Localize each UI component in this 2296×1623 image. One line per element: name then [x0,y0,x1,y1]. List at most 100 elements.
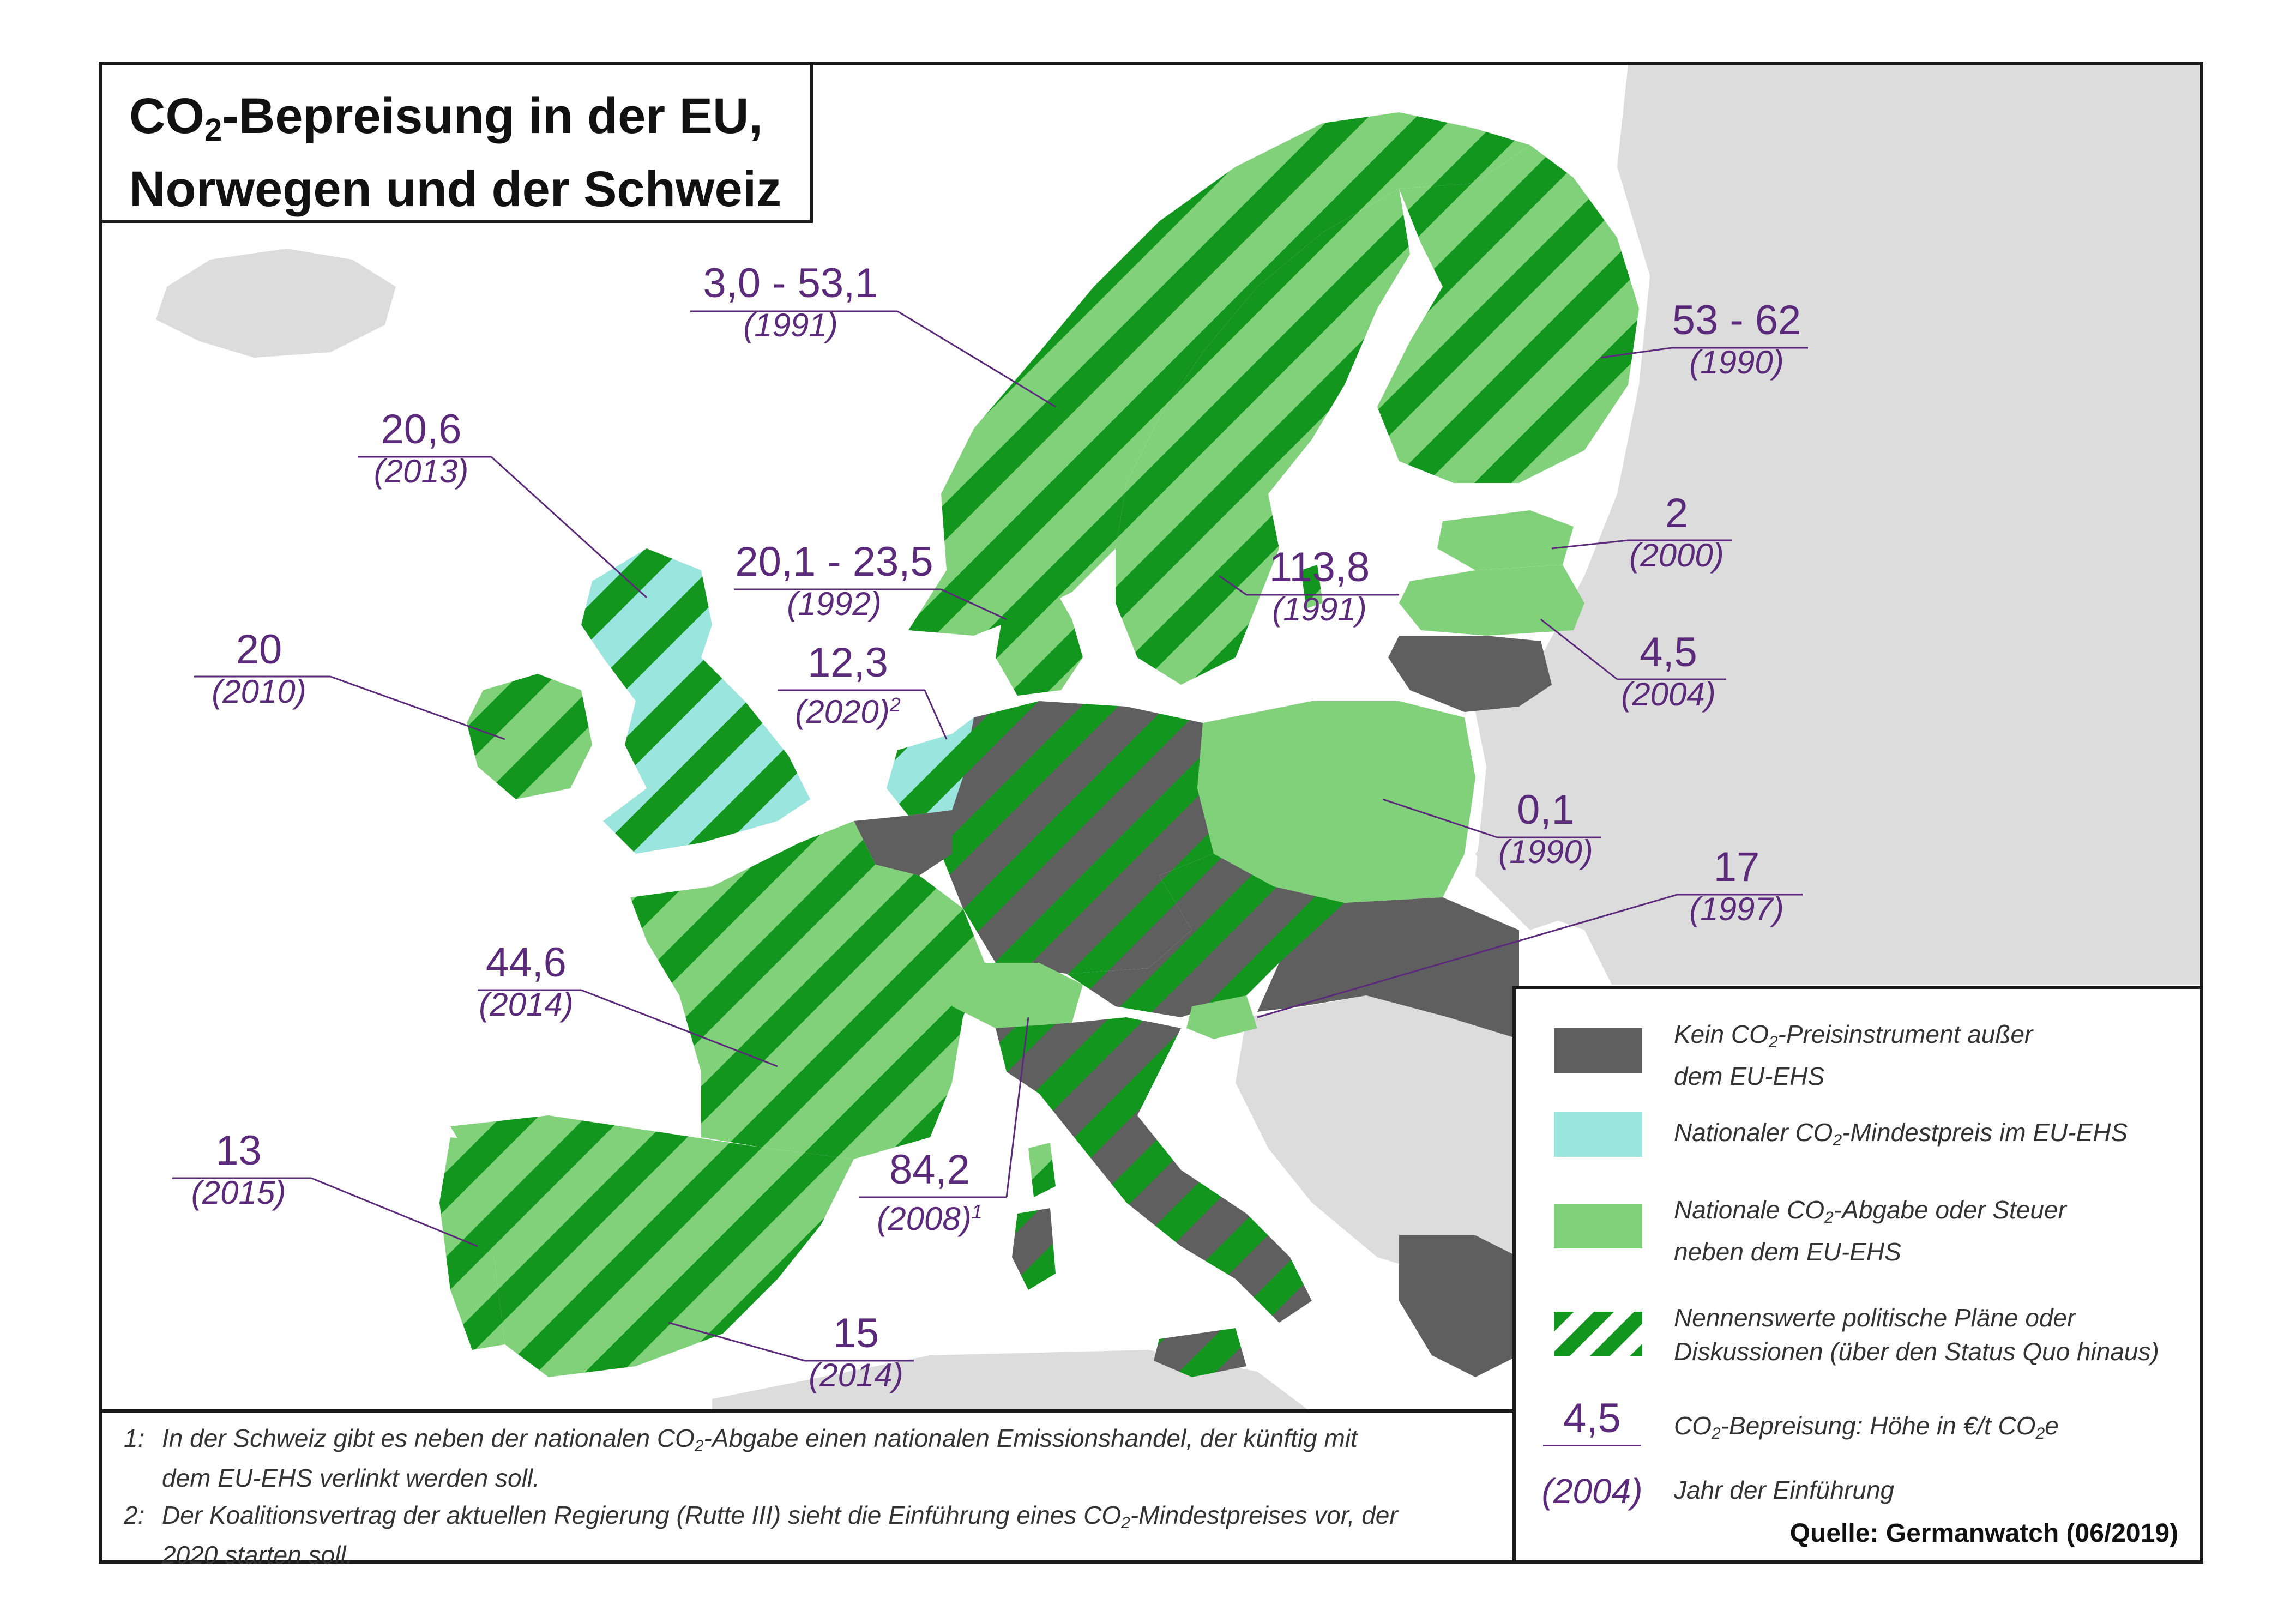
label-value: 44,6 [486,939,567,986]
lithuania [1388,636,1552,712]
label-value: 4,5 [1640,629,1697,675]
sweden [1116,189,1410,685]
title-box: CO2-Bepreisung in der EU, Norwegen und d… [99,62,813,223]
slovenia [1186,995,1257,1039]
russia-east [1475,65,2200,985]
label-year: (2013) [373,453,469,490]
title-co: CO [129,88,204,144]
legend-year-example: (2004) [1541,1471,1643,1511]
label-year: (2014) [809,1357,903,1393]
legend-text-part: e [2045,1411,2059,1440]
label-value: 113,8 [1269,544,1370,590]
label-value: 0,1 [1517,787,1575,833]
southeast-europe [1257,897,1519,1039]
label-year: (2000) [1629,537,1724,574]
label-year: (1990) [1498,834,1593,870]
switzerland [952,963,1083,1028]
label-switzerland: 84,2 (2008)1 [856,1147,1003,1238]
title-subscript: 2 [204,112,222,148]
legend-text-part: -Abgabe oder Steuer [1833,1196,2066,1224]
legend-swatch-grey [1554,1028,1642,1073]
greece [1399,1235,1519,1377]
legend-text-part: Nationale CO [1674,1196,1825,1224]
label-value: 53 - 62 [1672,297,1801,343]
label-spain: 15 (2014) [802,1311,911,1395]
footnote-subscript: 2 [694,1437,704,1455]
map-frame [99,62,2203,1564]
footnote-2: 2: Der Koalitionsvertrag der aktuellen Re… [118,1499,1499,1571]
legend-subscript: 2 [1712,1425,1721,1443]
europe-map [156,65,2200,1413]
ireland [467,674,592,799]
legend-swatch-striped [1554,1312,1642,1356]
label-year: (1991) [1272,591,1367,628]
label-year: (2010) [212,673,306,710]
leader-lines [172,310,1808,1362]
finland [1377,145,1639,483]
legend-text: Jahr der Einführung [1674,1476,1895,1504]
label-poland: 0,1 (1990) [1494,787,1598,871]
label-value: 20,1 - 23,5 [735,539,933,585]
label-denmark: 20,1 - 23,5 (1992) [731,539,938,623]
legend-price-example: 4,5 [1563,1395,1621,1441]
legend: Kein CO2-Preisinstrument außer dem EU-EHS… [1512,986,2203,1564]
sardinia [1012,1208,1056,1290]
label-slovenia: 17 (1997) [1674,844,1799,928]
label-year: (2008)1 [856,1193,1003,1238]
legend-text-part: neben dem EU-EHS [1674,1238,1901,1266]
source-credit: Quelle: Germanwatch (06/2019) [1789,1519,2178,1548]
legend-text-part: -Mindestpreis im EU-EHS [1842,1118,2128,1147]
legend-subscript: 2 [1824,1209,1834,1227]
poland [1197,701,1475,903]
legend-text-part: CO [1674,1411,1712,1440]
netherlands [887,717,974,816]
label-year: (1997) [1689,891,1784,927]
label-value: 20,6 [381,406,462,452]
title-rest: -Bepreisung in der EU, [222,88,763,144]
legend-text: Nationale CO2-Abgabe oder Steuer neben de… [1674,1193,2066,1269]
germany [941,701,1214,974]
denmark [996,581,1083,696]
footnote-text: In der Schweiz gibt es neben der nationa… [162,1424,695,1452]
iceland [156,249,396,358]
label-value: 12,3 [807,639,888,686]
belarus-ukraine [1465,647,1617,930]
label-year-text: (2020) [795,693,890,730]
legend-text: Kein CO2-Preisinstrument außer dem EU-EHS [1674,1017,2033,1093]
legend-subscript: 2 [1768,1033,1778,1051]
footnote-ref: 2 [889,693,901,716]
label-ireland: 20 (2010) [191,627,327,711]
spain [450,1115,854,1377]
label-netherlands: 12,3 (2020)2 [774,640,921,731]
title-line-1: CO2-Bepreisung in der EU, [129,87,782,160]
label-latvia: 2 (2000) [1625,491,1728,575]
label-year: (1991) [743,307,838,343]
italy [996,1017,1312,1323]
label-value: 20 [236,626,282,673]
legend-text-part: -Bepreisung: Höhe in €/t CO [1720,1411,2036,1440]
footnote-1: 1: In der Schweiz gibt es neben der natio… [118,1422,1499,1494]
central-europe [1066,854,1345,1017]
footnote-subscript: 2 [1121,1514,1130,1532]
legend-text-part: Nationaler CO [1674,1118,1833,1147]
legend-text: Nennenswerte politische Pläne oder Diskus… [1674,1301,2159,1368]
label-value: 2 [1665,490,1689,536]
label-year: (2014) [479,986,574,1023]
footnote-text: 2020 starten soll. [162,1541,353,1569]
north-africa [712,1350,1312,1413]
legend-subscript: 2 [2035,1425,2045,1443]
footnote-text: Der Koalitionsvertrag der aktuellen Regi… [162,1501,1122,1529]
legend-text: CO2-Bepreisung: Höhe in €/t CO2e [1674,1409,2059,1451]
gotland [1301,565,1323,608]
balkans [1236,995,1519,1279]
title-line-2: Norwegen und der Schweiz [129,161,782,217]
label-year-text: (2008) [877,1200,972,1237]
footnote-ref: 1 [971,1200,983,1223]
label-year: (1990) [1689,344,1784,381]
label-lithuania: 4,5 (2004) [1614,630,1723,714]
legend-text-part: Nennenswerte politische Pläne oder [1674,1304,2076,1332]
label-sweden: 113,8 (1991) [1254,545,1385,629]
legend-text-part: dem EU-EHS [1674,1062,1825,1090]
estonia [1437,510,1574,570]
